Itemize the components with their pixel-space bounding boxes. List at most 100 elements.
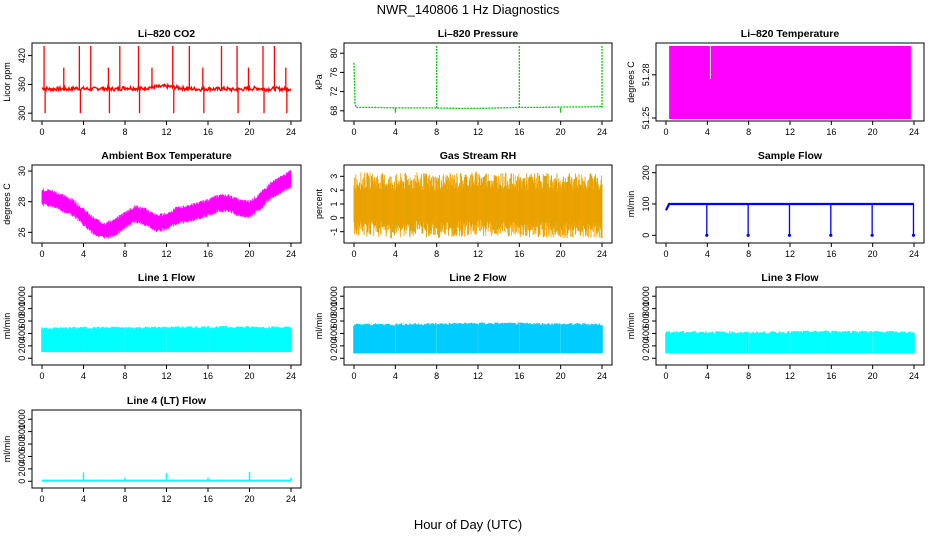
panel-ylabel: degrees C xyxy=(626,61,636,103)
panel-2: Li–820 Pressure kPa 0 4 8 12 16 20 24 68 72 76 80 xyxy=(314,28,613,137)
x-tick-label: 0 xyxy=(39,494,44,504)
x-tick-label: 16 xyxy=(826,249,836,259)
x-tick-label: 8 xyxy=(122,127,127,137)
series-area xyxy=(42,471,292,482)
x-tick-label: 16 xyxy=(514,127,524,137)
x-tick-label: 20 xyxy=(868,127,878,137)
x-tick-label: 8 xyxy=(122,371,127,381)
y-tick-label: 400 xyxy=(17,449,27,464)
panel-ylabel: ml/min xyxy=(626,191,636,218)
panel-ylabel: degrees C xyxy=(2,183,12,225)
y-tick-label: 800 xyxy=(641,301,651,316)
panel-ylabel: ml/min xyxy=(626,313,636,340)
panel-8: Line 2 Flow ml/min 0 4 8 12 16 20 24 0 20040060080… xyxy=(314,272,613,381)
panel-title: Line 1 Flow xyxy=(138,272,196,284)
figure-title: NWR_140806 1 Hz Diagnostics xyxy=(376,2,560,17)
panel-7: Line 1 Flow ml/min 0 4 8 12 16 20 24 0 20040060080… xyxy=(2,272,302,381)
panel-title: Gas Stream RH xyxy=(440,150,516,162)
series-fill xyxy=(669,46,911,119)
series-area xyxy=(669,46,911,119)
series-area xyxy=(41,326,292,353)
x-tick-label: 20 xyxy=(868,371,878,381)
panel-title: Li–820 CO2 xyxy=(138,28,195,40)
panel-9: Line 3 Flow ml/min 0 4 8 12 16 20 24 0 20040060080… xyxy=(626,272,925,381)
x-tick-label: 16 xyxy=(203,127,213,137)
series-area xyxy=(665,202,916,237)
x-tick-label: 12 xyxy=(473,371,483,381)
x-tick-label: 4 xyxy=(393,249,398,259)
y-tick-label: 0 xyxy=(641,356,651,361)
series-line xyxy=(665,202,914,211)
panel-4: Ambient Box Temperature degrees C 0 4 8 12 16 2… xyxy=(2,150,302,259)
panel-title: Li–820 Temperature xyxy=(741,28,840,40)
y-tick-label: 51.25 xyxy=(641,107,651,130)
x-tick-label: 8 xyxy=(434,371,439,381)
x-tick-label: 20 xyxy=(556,371,566,381)
panel-title: Ambient Box Temperature xyxy=(101,150,232,162)
series-line xyxy=(353,62,603,110)
x-tick-label: 8 xyxy=(122,494,127,504)
x-tick-label: 24 xyxy=(597,371,607,381)
x-tick-label: 24 xyxy=(286,127,296,137)
x-tick-label: 12 xyxy=(785,127,795,137)
y-tick-label: 68 xyxy=(329,106,339,116)
y-tick-label: 2 xyxy=(329,188,339,193)
x-tick-label: 4 xyxy=(393,371,398,381)
x-tick-label: 0 xyxy=(351,371,356,381)
x-tick-label: 12 xyxy=(785,249,795,259)
y-tick-label: 0 xyxy=(329,215,339,220)
x-tick-label: 4 xyxy=(81,494,86,504)
figure-xlabel: Hour of Day (UTC) xyxy=(413,517,523,532)
x-tick-label: 4 xyxy=(705,371,710,381)
panel-title: Li–820 Pressure xyxy=(438,28,519,40)
y-tick-label: 200 xyxy=(329,338,339,353)
x-tick-label: 12 xyxy=(785,371,795,381)
dip-point xyxy=(870,233,874,237)
x-tick-label: 20 xyxy=(244,371,254,381)
panel-ylabel: ml/min xyxy=(314,313,324,340)
panel-ylabel: ml/min xyxy=(2,436,12,463)
panel-title: Line 3 Flow xyxy=(761,272,819,284)
y-tick-label: 200 xyxy=(17,338,27,353)
x-tick-label: 4 xyxy=(393,127,398,137)
panel-3: Li–820 Temperature degrees C 0 4 8 12 16 20 24 51… xyxy=(626,28,925,137)
y-tick-label: 600 xyxy=(17,437,27,452)
y-tick-label: 1000 xyxy=(17,286,27,306)
y-tick-label: 28 xyxy=(17,197,27,207)
x-tick-label: 20 xyxy=(556,127,566,137)
panel-frame xyxy=(31,42,302,122)
panel-6: Sample Flow ml/min 0 4 8 12 16 20 24 0 100 200 xyxy=(626,150,925,259)
x-tick-label: 24 xyxy=(909,371,919,381)
x-tick-label: 12 xyxy=(473,249,483,259)
x-tick-label: 24 xyxy=(909,127,919,137)
y-tick-label: 300 xyxy=(17,106,27,121)
x-tick-label: 24 xyxy=(597,127,607,137)
x-tick-label: 12 xyxy=(473,127,483,137)
x-tick-label: 20 xyxy=(244,127,254,137)
y-tick-label: 0 xyxy=(17,479,27,484)
x-tick-label: 16 xyxy=(203,494,213,504)
y-tick-label: 3 xyxy=(329,174,339,179)
y-tick-label: 600 xyxy=(329,314,339,329)
y-tick-label: -1 xyxy=(329,228,339,236)
y-tick-label: 400 xyxy=(17,326,27,341)
y-tick-label: 800 xyxy=(329,301,339,316)
y-tick-label: 600 xyxy=(17,314,27,329)
x-tick-label: 4 xyxy=(81,371,86,381)
panel-title: Line 2 Flow xyxy=(449,272,507,284)
y-tick-label: 360 xyxy=(17,77,27,92)
x-tick-label: 0 xyxy=(351,127,356,137)
x-tick-label: 8 xyxy=(434,249,439,259)
panel-title: Sample Flow xyxy=(758,150,823,162)
y-tick-label: 200 xyxy=(641,165,651,180)
x-tick-label: 24 xyxy=(909,249,919,259)
x-tick-label: 16 xyxy=(203,249,213,259)
x-tick-label: 0 xyxy=(39,371,44,381)
x-tick-label: 24 xyxy=(286,371,296,381)
x-tick-label: 0 xyxy=(663,371,668,381)
dip-point xyxy=(705,233,709,237)
series-line xyxy=(41,82,292,94)
x-tick-label: 20 xyxy=(556,249,566,259)
x-tick-label: 20 xyxy=(244,494,254,504)
series-area xyxy=(665,330,915,354)
